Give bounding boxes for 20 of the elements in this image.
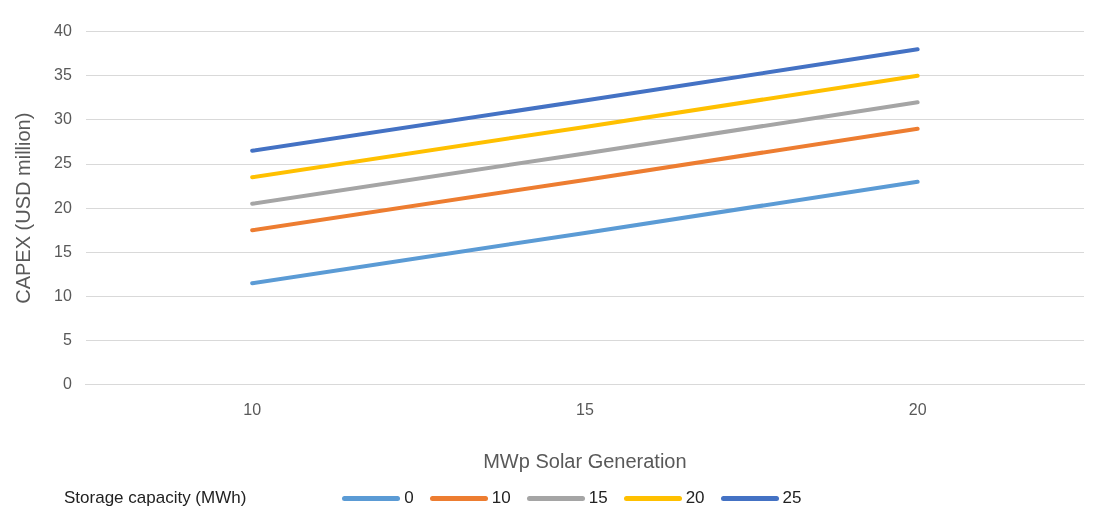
y-tick-label: 35 bbox=[54, 66, 72, 84]
x-tick-label: 15 bbox=[576, 400, 594, 418]
y-tick-label: 10 bbox=[54, 286, 72, 304]
legend-label: 0 bbox=[404, 488, 414, 508]
y-tick-label: 0 bbox=[62, 375, 72, 393]
legend-label: 20 bbox=[685, 488, 705, 508]
x-tick-label: 20 bbox=[908, 400, 927, 418]
legend-label: 15 bbox=[588, 488, 608, 508]
legend-label: 25 bbox=[782, 488, 802, 508]
x-axis-title: MWp Solar Generation bbox=[483, 449, 687, 472]
y-axis-title: CAPEX (USD million) bbox=[11, 112, 34, 304]
y-tick-label: 20 bbox=[54, 198, 72, 216]
y-tick-label: 5 bbox=[62, 331, 72, 349]
y-tick-label: 15 bbox=[54, 242, 72, 260]
legend-label: 10 bbox=[491, 488, 511, 508]
x-tick-label: 10 bbox=[243, 400, 262, 418]
legend-title: Storage capacity (MWh) bbox=[64, 488, 247, 508]
y-tick-label: 25 bbox=[54, 154, 72, 172]
y-tick-label: 30 bbox=[54, 110, 72, 128]
y-tick-label: 40 bbox=[54, 22, 72, 40]
